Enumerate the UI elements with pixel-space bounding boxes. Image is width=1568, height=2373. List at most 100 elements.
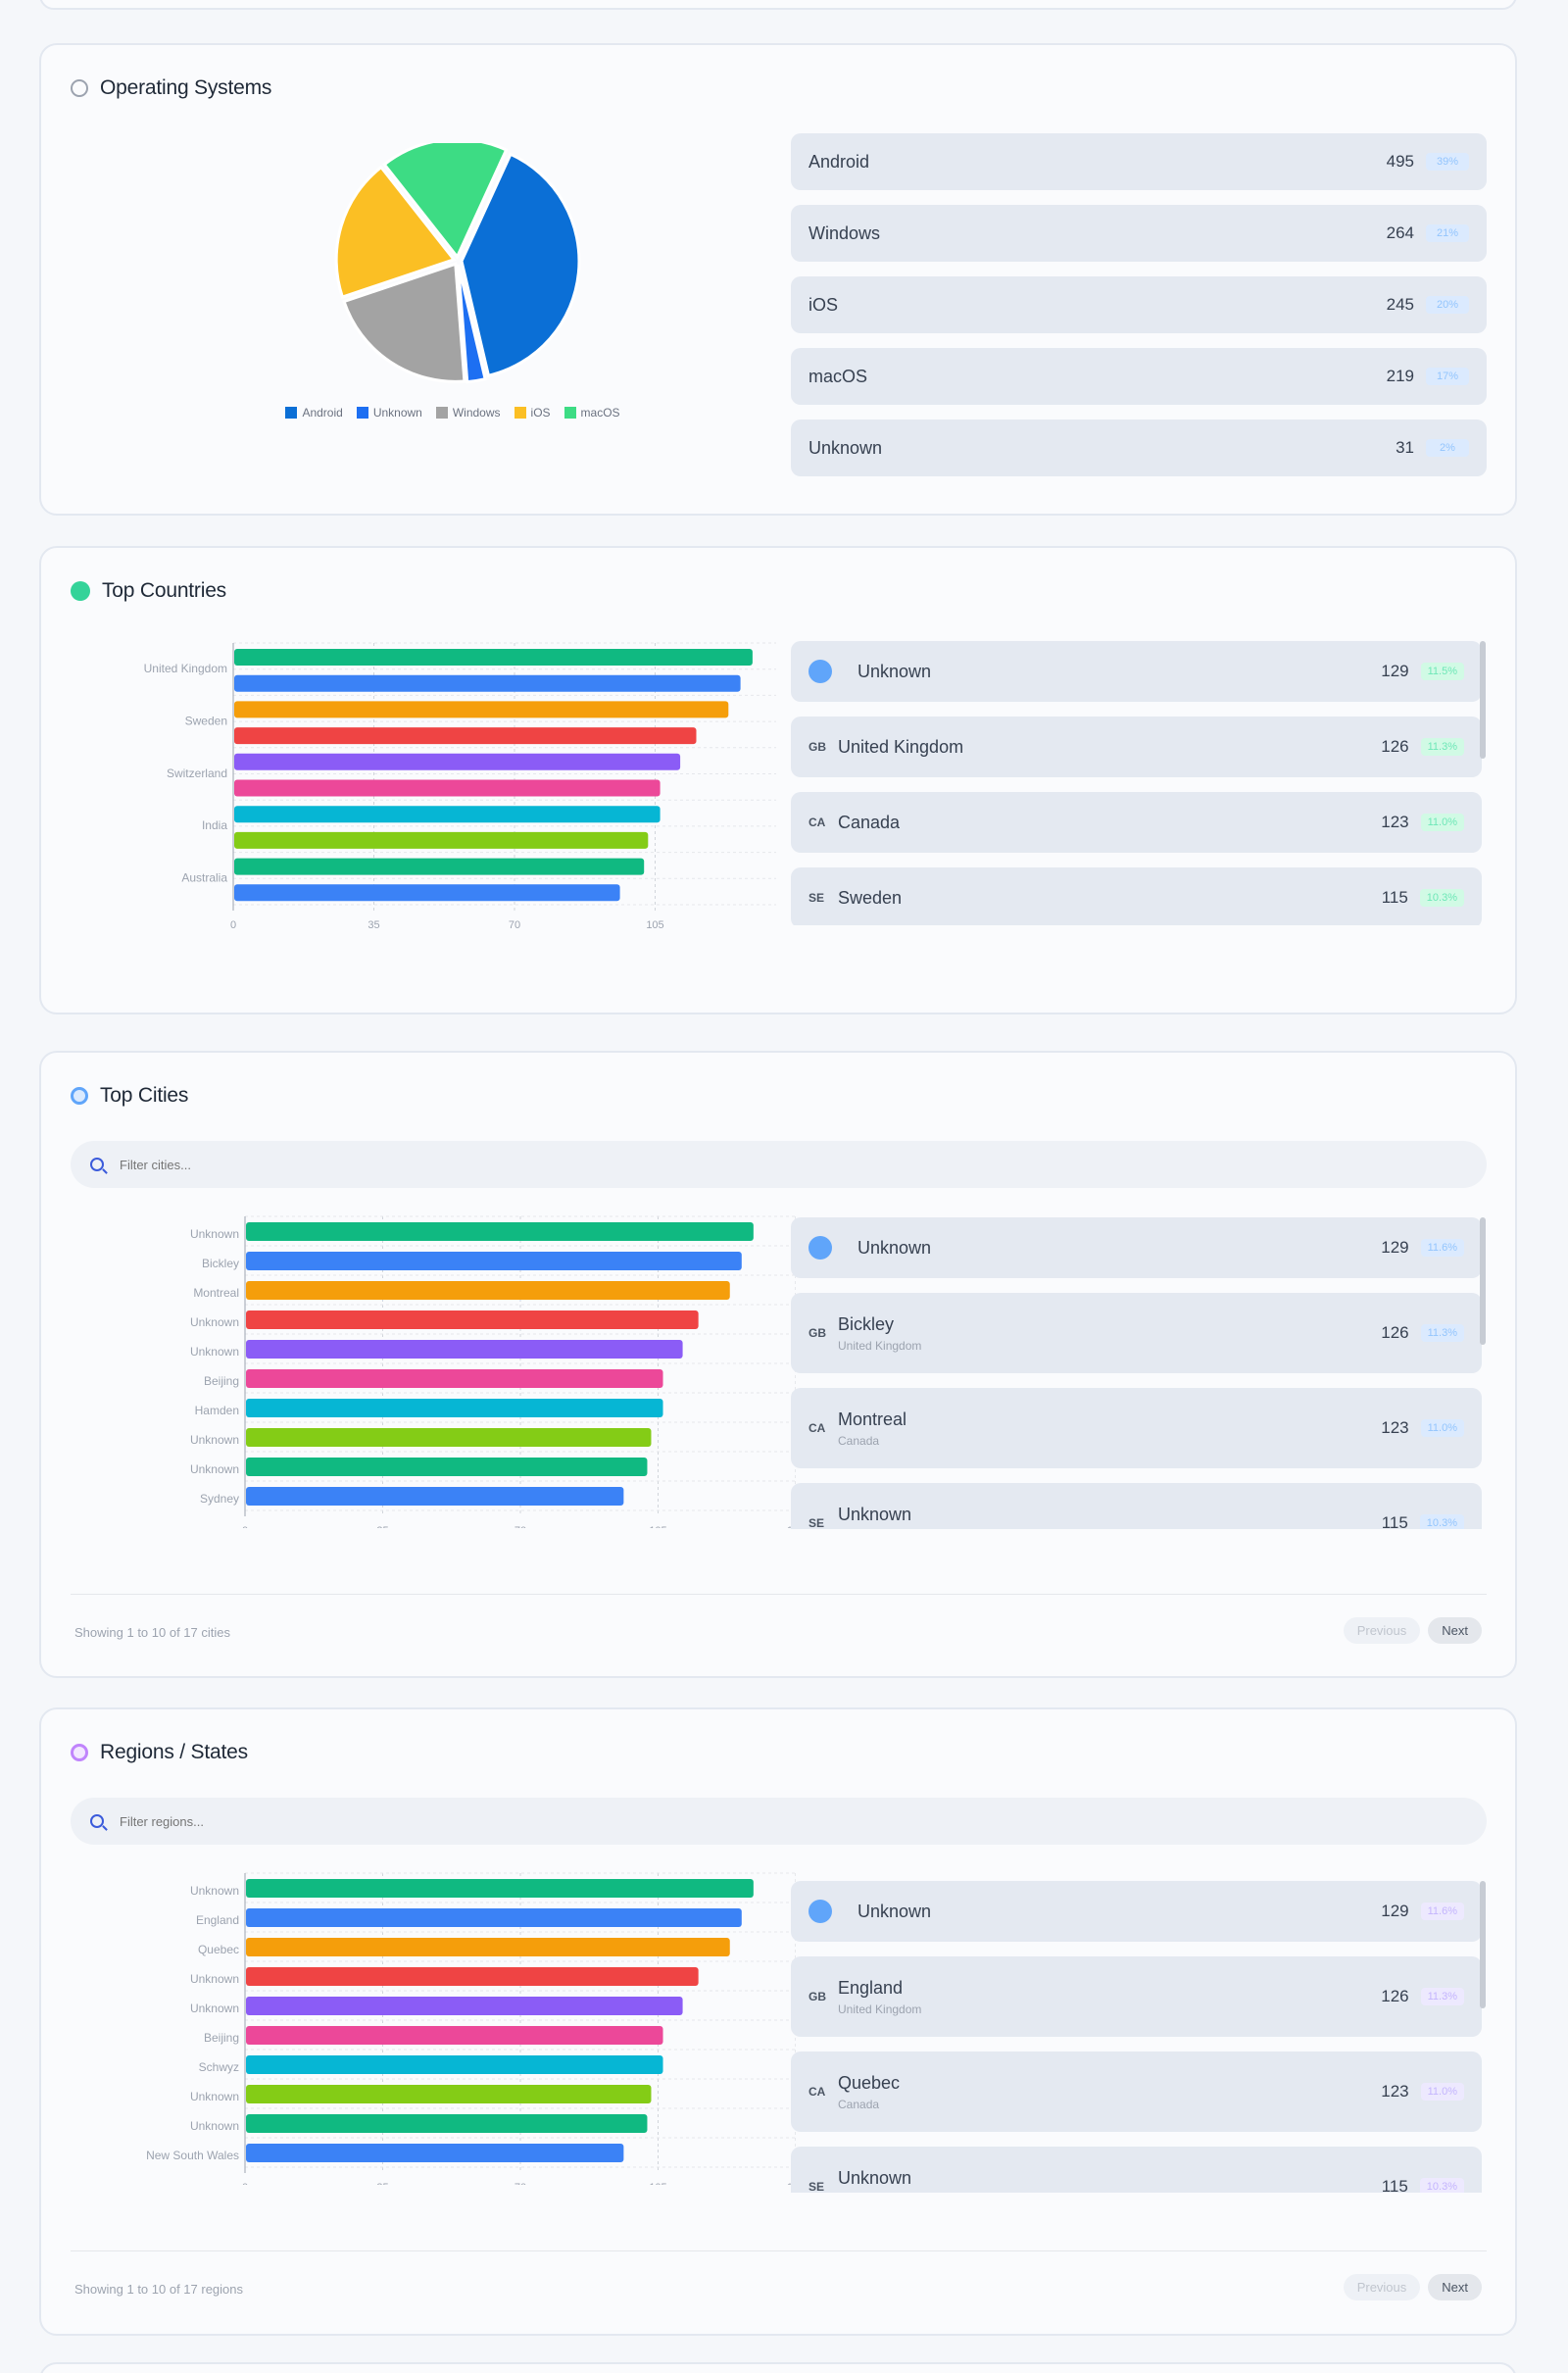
os-count: 219 xyxy=(1386,367,1414,385)
bar[interactable] xyxy=(246,1458,648,1476)
os-name: Unknown xyxy=(808,437,883,458)
y-tick-label: Unknown xyxy=(190,1884,239,1898)
bar[interactable] xyxy=(246,1967,699,1986)
regions-scroll-thumb[interactable] xyxy=(1480,1881,1486,2008)
os-list-item[interactable]: macOS 219 17% xyxy=(791,348,1487,405)
cities-pagination: Previous Next xyxy=(1343,1617,1482,1644)
countries-scrollbar[interactable] xyxy=(1480,641,1486,925)
countries-item-name: Unknown xyxy=(858,661,932,681)
os-list: Android 495 39% Windows 264 21% iOS 245 20% macOS… xyxy=(791,133,1487,491)
bar[interactable] xyxy=(246,1908,742,1927)
cities-title: Top Cities xyxy=(100,1084,189,1107)
bar[interactable] xyxy=(246,1997,683,2015)
bar[interactable] xyxy=(234,831,649,849)
bar[interactable] xyxy=(234,674,741,692)
bar[interactable] xyxy=(246,1369,663,1388)
bar[interactable] xyxy=(234,884,620,902)
countries-list-item[interactable]: GB United Kingdom 126 11.3% xyxy=(791,717,1482,777)
cities-search-input[interactable] xyxy=(120,1157,1359,1172)
cities-list[interactable]: Unknown 129 11.6% GB Bickley United Kingdom 12… xyxy=(791,1217,1482,1529)
countries-percent-badge: 11.3% xyxy=(1420,738,1464,756)
bar[interactable] xyxy=(246,1428,652,1447)
cities-list-item[interactable]: CA Montreal Canada 123 11.0% xyxy=(791,1388,1482,1468)
cities-pagination-info: Showing 1 to 10 of 17 cities xyxy=(74,1625,230,1640)
bar[interactable] xyxy=(246,1399,663,1417)
legend-item[interactable]: Unknown xyxy=(356,406,422,420)
os-list-item[interactable]: iOS 245 20% xyxy=(791,276,1487,333)
countries-bar-chart: 03570105140United KingdomSwedenSwitzerla… xyxy=(144,642,776,931)
regions-search-input[interactable] xyxy=(120,1813,1359,1829)
countries-list[interactable]: Unknown 129 11.5% GB United Kingdom 126 11.3% C… xyxy=(791,641,1482,925)
regions-next-button[interactable]: Next xyxy=(1428,2274,1482,2300)
flag-icon: SE xyxy=(808,2180,825,2193)
countries-list-item[interactable]: CA Canada 123 11.0% xyxy=(791,792,1482,853)
bar[interactable] xyxy=(246,2026,663,2045)
countries-item-count: 115 xyxy=(1381,888,1408,907)
bar[interactable] xyxy=(246,2114,648,2133)
cities-scrollbar[interactable] xyxy=(1480,1217,1486,1529)
x-tick-label: 70 xyxy=(514,2182,526,2185)
bar[interactable] xyxy=(234,858,645,875)
os-count: 31 xyxy=(1396,438,1414,457)
bar[interactable] xyxy=(246,1310,699,1329)
regions-list-item[interactable]: Unknown 129 11.6% xyxy=(791,1881,1482,1942)
bar[interactable] xyxy=(234,701,729,718)
pie-slice-windows[interactable] xyxy=(342,262,466,383)
bar[interactable] xyxy=(234,727,697,745)
countries-list-item[interactable]: Unknown 129 11.5% xyxy=(791,641,1482,702)
bar[interactable] xyxy=(234,753,681,770)
regions-previous-button[interactable]: Previous xyxy=(1343,2274,1421,2300)
cities-next-button[interactable]: Next xyxy=(1428,1617,1482,1644)
regions-search[interactable] xyxy=(71,1798,1487,1845)
bar[interactable] xyxy=(234,779,661,797)
legend-item[interactable]: Windows xyxy=(435,406,501,420)
x-tick-label: 105 xyxy=(646,919,663,931)
bar[interactable] xyxy=(246,2144,624,2162)
cities-previous-button[interactable]: Previous xyxy=(1343,1617,1421,1644)
bar[interactable] xyxy=(246,2085,652,2103)
regions-list-item[interactable]: CA Quebec Canada 123 11.0% xyxy=(791,2052,1482,2132)
os-list-item[interactable]: Unknown 31 2% xyxy=(791,420,1487,476)
item-names: Quebec Canada xyxy=(838,2073,1381,2111)
countries-title: Top Countries xyxy=(102,579,226,602)
os-list-item[interactable]: Windows 264 21% xyxy=(791,205,1487,262)
bar[interactable] xyxy=(246,1487,624,1506)
bar[interactable] xyxy=(246,1879,754,1898)
legend-item[interactable]: iOS xyxy=(514,406,551,420)
countries-list-item[interactable]: SE Sweden 115 10.3% xyxy=(791,867,1482,925)
cities-search[interactable] xyxy=(71,1141,1487,1188)
flag-icon: GB xyxy=(808,1990,826,2003)
legend-label: Unknown xyxy=(372,406,422,420)
legend-item[interactable]: Android xyxy=(285,406,343,420)
os-list-item[interactable]: Android 495 39% xyxy=(791,133,1487,190)
legend-item[interactable]: macOS xyxy=(564,406,620,420)
y-tick-label: Unknown xyxy=(190,2119,239,2133)
y-tick-label: Unknown xyxy=(190,1345,239,1359)
bar[interactable] xyxy=(234,806,661,823)
bar[interactable] xyxy=(246,1281,730,1300)
bar[interactable] xyxy=(246,1938,730,1956)
countries-scroll-thumb[interactable] xyxy=(1480,641,1486,759)
regions-list[interactable]: Unknown 129 11.6% GB England United Kingdom 12… xyxy=(791,1881,1482,2193)
bar[interactable] xyxy=(246,1222,754,1241)
bar[interactable] xyxy=(246,1340,683,1359)
item-names: Unknown Sweden xyxy=(838,2168,1382,2194)
regions-list-item[interactable]: GB England United Kingdom 126 11.3% xyxy=(791,1956,1482,2037)
x-tick-label: 0 xyxy=(230,919,236,931)
pie-slice-ios[interactable] xyxy=(334,165,457,299)
cities-list-item[interactable]: Unknown 129 11.6% xyxy=(791,1217,1482,1278)
bar[interactable] xyxy=(234,649,753,666)
cities-list-item[interactable]: GB Bickley United Kingdom 126 11.3% xyxy=(791,1293,1482,1373)
item-names: Montreal Canada xyxy=(838,1409,1381,1448)
countries-item-name: Sweden xyxy=(838,887,903,908)
regions-scrollbar[interactable] xyxy=(1480,1881,1486,2193)
y-tick-label: Unknown xyxy=(190,1972,239,1986)
cities-scroll-thumb[interactable] xyxy=(1480,1217,1486,1345)
countries-item-name: Canada xyxy=(838,812,901,832)
pie-slice-unknown[interactable] xyxy=(457,264,487,384)
bar[interactable] xyxy=(246,2055,663,2074)
bar[interactable] xyxy=(246,1252,742,1270)
pie-slice-android[interactable] xyxy=(460,152,581,378)
